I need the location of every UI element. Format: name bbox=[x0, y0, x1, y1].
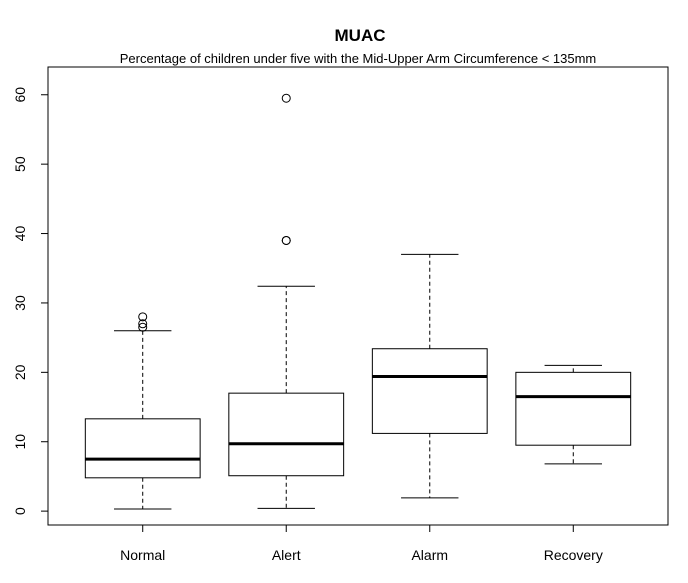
x-axis: Normal Alert Alarm Recovery bbox=[120, 525, 603, 563]
iqr-box bbox=[371, 348, 488, 434]
x-tick-label: Recovery bbox=[544, 547, 603, 563]
outlier-point bbox=[138, 319, 148, 329]
x-tick-label: Alarm bbox=[411, 547, 448, 563]
plot-frame bbox=[47, 66, 669, 526]
box-recovery bbox=[515, 364, 632, 465]
y-tick-label: 60 bbox=[12, 87, 28, 103]
boxes bbox=[84, 93, 632, 510]
iqr-box bbox=[228, 392, 345, 477]
box-alert bbox=[228, 93, 345, 509]
x-tick-label: Alert bbox=[272, 547, 301, 563]
outlier-point bbox=[138, 322, 148, 332]
y-tick-label: 10 bbox=[12, 434, 28, 450]
iqr-box bbox=[515, 371, 632, 446]
y-tick-label: 30 bbox=[12, 295, 28, 311]
y-tick-label: 40 bbox=[12, 226, 28, 242]
y-tick-label: 20 bbox=[12, 364, 28, 380]
box-alarm bbox=[371, 253, 488, 499]
y-tick-label: 0 bbox=[12, 507, 28, 515]
y-axis: 0 10 20 30 40 50 60 bbox=[12, 87, 48, 515]
chart-subtitle: Percentage of children under five with t… bbox=[120, 51, 597, 66]
box-normal bbox=[84, 312, 201, 510]
x-tick-label: Normal bbox=[120, 547, 165, 563]
iqr-box bbox=[84, 418, 201, 479]
y-tick-label: 50 bbox=[12, 156, 28, 172]
outlier-point bbox=[281, 93, 291, 103]
chart-title: MUAC bbox=[335, 26, 386, 45]
outlier-point bbox=[138, 312, 148, 322]
outlier-point bbox=[281, 235, 291, 245]
